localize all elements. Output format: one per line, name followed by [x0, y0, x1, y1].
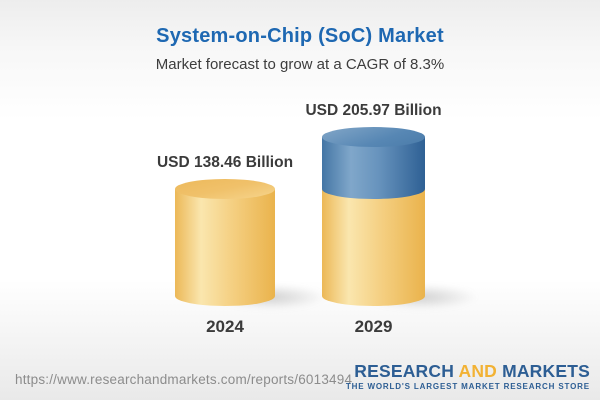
bar-2024: USD 138.46 Billion 2024: [157, 0, 328, 400]
brand-word-and: AND: [458, 360, 497, 381]
bar-2029-growth-segment: [322, 137, 425, 199]
bar-2029: USD 205.97 Billion 2029: [305, 0, 480, 400]
bar-2024-value-label: USD 138.46 Billion: [156, 154, 294, 171]
chart-subtitle: Market forecast to grow at a CAGR of 8.3…: [155, 56, 445, 73]
bar-2029-value-label: USD 205.97 Billion: [305, 102, 442, 119]
bar-2029-category-label: 2029: [354, 317, 393, 336]
brand-word-research: RESEARCH: [354, 360, 455, 381]
chart-title: System-on-Chip (SoC) Market: [156, 25, 444, 47]
footer-report-url: https://www.researchandmarkets.com/repor…: [15, 372, 353, 387]
bar-2024-category-label: 2024: [206, 317, 244, 336]
brand-logo: RESEARCH AND MARKETS THE WORLD'S LARGEST…: [345, 360, 590, 392]
bar-2024-cap: [175, 179, 275, 199]
brand-logo-wordmark: RESEARCH AND MARKETS: [346, 360, 590, 381]
bar-2029-cap: [322, 127, 425, 147]
bar-2029-base-segment: [322, 189, 425, 306]
brand-word-markets: MARKETS: [502, 360, 590, 381]
bar-2024-body: [175, 189, 275, 306]
brand-tagline: THE WORLD'S LARGEST MARKET RESEARCH STOR…: [345, 382, 590, 391]
